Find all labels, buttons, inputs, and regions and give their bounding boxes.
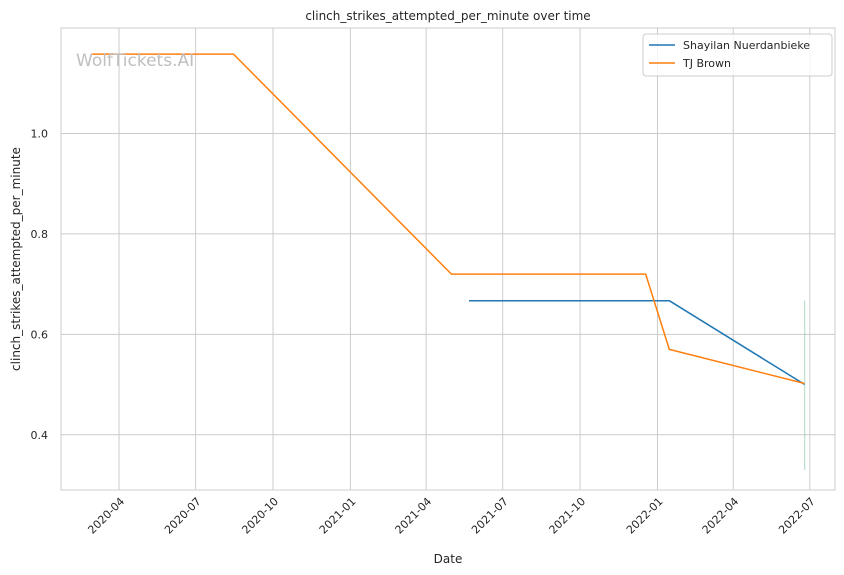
legend: Shayilan Nuerdanbieke TJ Brown: [642, 33, 833, 77]
x-tick-label: 2021-07: [469, 495, 511, 537]
x-tick-label: 2020-07: [162, 495, 204, 537]
y-tick-label: 0.8: [31, 228, 49, 241]
x-tick-label: 2022-04: [700, 495, 742, 537]
y-tick-label: 0.6: [31, 328, 49, 341]
x-tick-label: 2022-07: [776, 495, 818, 537]
x-tick-label: 2022-01: [624, 495, 666, 537]
x-ticks: 2020-04 2020-07 2020-10 2021-01 2021-04 2021-…: [85, 495, 817, 537]
x-axis-label: Date: [434, 552, 463, 566]
legend-box: [642, 33, 833, 77]
y-axis-label: clinch_strikes_attempted_per_minute: [9, 147, 23, 371]
legend-label: Shayilan Nuerdanbieke: [683, 39, 810, 52]
legend-label: TJ Brown: [682, 57, 731, 70]
y-tick-label: 0.4: [31, 429, 49, 442]
grid: [61, 28, 835, 490]
series-line: [469, 299, 806, 386]
y-ticks: 0.4 0.6 0.8 1.0: [31, 127, 49, 441]
x-tick-label: 2021-04: [393, 495, 435, 537]
watermark-text: WolfTickets.AI: [76, 51, 194, 71]
x-tick-label: 2021-01: [317, 495, 359, 537]
series-lines: [92, 53, 806, 386]
y-tick-label: 1.0: [31, 127, 49, 140]
x-tick-label: 2021-10: [547, 495, 589, 537]
x-tick-label: 2020-04: [85, 495, 127, 537]
plot-frame: [60, 27, 836, 491]
x-tick-label: 2020-10: [239, 495, 281, 537]
chart-title: clinch_strikes_attempted_per_minute over…: [305, 9, 590, 23]
series-line: [92, 53, 805, 385]
